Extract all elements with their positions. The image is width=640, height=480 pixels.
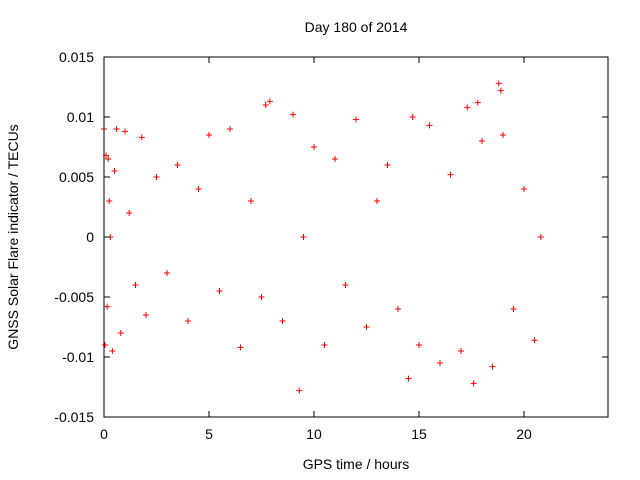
data-point bbox=[474, 99, 481, 106]
data-point bbox=[409, 114, 416, 120]
data-point bbox=[104, 303, 111, 310]
data-point bbox=[296, 387, 303, 394]
data-point bbox=[426, 122, 433, 129]
data-point bbox=[132, 282, 139, 288]
data-point bbox=[416, 342, 422, 348]
data-point bbox=[106, 198, 113, 204]
y-tick-label: 0.01 bbox=[67, 109, 94, 125]
data-point bbox=[321, 342, 328, 348]
data-point bbox=[470, 380, 477, 387]
x-tick-label: 20 bbox=[516, 426, 532, 442]
data-point bbox=[105, 156, 112, 162]
data-point bbox=[290, 111, 296, 118]
data-point bbox=[405, 375, 412, 382]
data-point bbox=[216, 288, 223, 294]
data-point bbox=[458, 348, 464, 354]
x-tick-label: 15 bbox=[411, 426, 427, 442]
y-tick-label: 0 bbox=[86, 229, 94, 245]
data-point bbox=[479, 138, 485, 144]
data-point bbox=[248, 198, 254, 204]
data-point bbox=[363, 324, 370, 330]
data-point bbox=[117, 330, 124, 336]
data-point bbox=[111, 168, 118, 174]
x-axis-label: GPS time / hours bbox=[303, 456, 410, 472]
data-point bbox=[300, 234, 307, 240]
data-point bbox=[332, 156, 338, 162]
data-point bbox=[206, 132, 212, 138]
y-tick-label: -0.01 bbox=[62, 349, 94, 365]
data-point bbox=[138, 134, 145, 141]
data-point bbox=[258, 294, 265, 300]
data-point bbox=[102, 342, 109, 348]
y-axis-label: GNSS Solar Flare indicator / TECUs bbox=[5, 124, 21, 349]
data-point bbox=[510, 306, 517, 312]
data-point bbox=[174, 162, 181, 168]
y-tick-label: 0.015 bbox=[59, 49, 94, 65]
y-tick-label: -0.005 bbox=[54, 289, 94, 305]
x-tick-label: 10 bbox=[306, 426, 322, 442]
data-point bbox=[126, 210, 133, 216]
data-point bbox=[489, 363, 496, 370]
data-point bbox=[395, 306, 401, 312]
data-point bbox=[227, 126, 233, 132]
data-point bbox=[164, 270, 170, 276]
data-point bbox=[521, 186, 527, 192]
data-point bbox=[495, 80, 502, 87]
data-point bbox=[122, 128, 128, 135]
data-point bbox=[447, 171, 454, 178]
y-tick-label: 0.005 bbox=[59, 169, 94, 185]
tick-labels: 0 5 10 15 20 -0.015 -0.01 -0.005 0 0.005 0.01 0.015 bbox=[54, 49, 532, 442]
data-point bbox=[153, 174, 160, 180]
chart-title: Day 180 of 2014 bbox=[305, 19, 408, 35]
data-point bbox=[266, 98, 273, 105]
data-point bbox=[262, 102, 269, 108]
data-points bbox=[101, 80, 544, 394]
x-tick-label: 0 bbox=[100, 426, 108, 442]
data-point bbox=[353, 116, 359, 123]
data-point bbox=[185, 318, 191, 324]
plot-frame bbox=[103, 56, 609, 418]
data-point bbox=[279, 318, 286, 324]
data-point bbox=[195, 186, 202, 192]
data-point bbox=[311, 144, 317, 150]
data-point bbox=[537, 234, 544, 240]
data-point bbox=[342, 282, 349, 288]
y-tick-label: -0.015 bbox=[54, 409, 94, 425]
data-point bbox=[237, 344, 244, 351]
data-point bbox=[374, 198, 380, 204]
data-point bbox=[384, 162, 391, 168]
data-point bbox=[500, 132, 506, 138]
axis-ticks bbox=[103, 56, 608, 418]
data-point bbox=[113, 126, 120, 132]
data-point bbox=[497, 87, 504, 94]
x-tick-label: 5 bbox=[205, 426, 213, 442]
data-point bbox=[437, 360, 443, 366]
data-point bbox=[531, 337, 538, 344]
data-point bbox=[143, 312, 149, 318]
data-point bbox=[464, 104, 471, 111]
data-point bbox=[109, 348, 116, 354]
